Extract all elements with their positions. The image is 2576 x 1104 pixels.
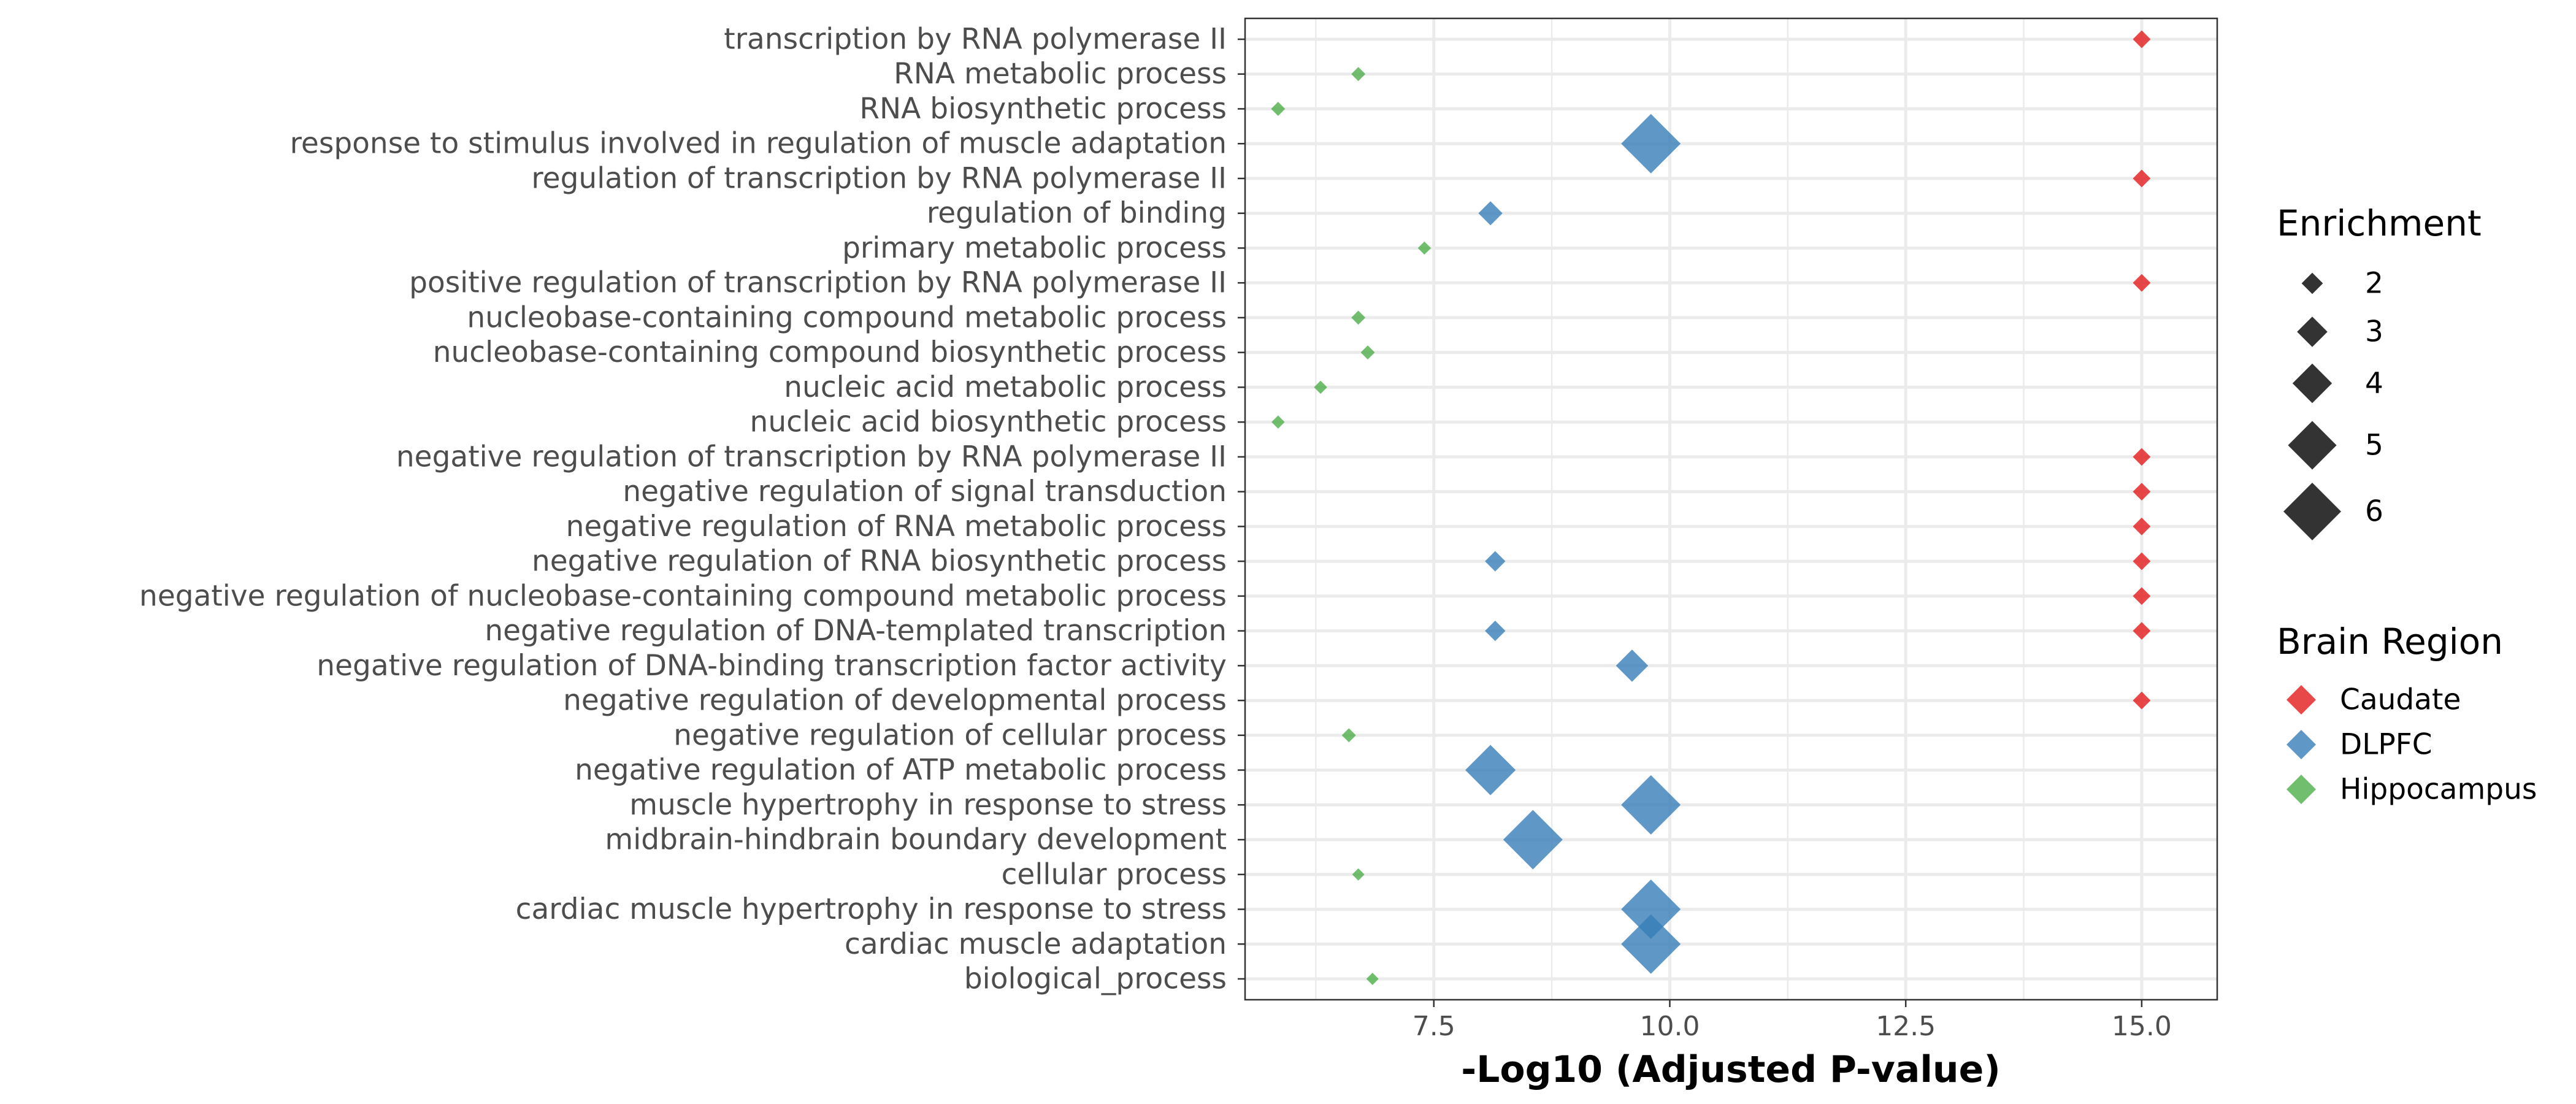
size-legend-key: [2297, 316, 2328, 347]
data-point-hippocampus: [1351, 67, 1366, 82]
data-point-dlpfc: [1621, 880, 1681, 939]
y-axis-ticks: [1238, 38, 1245, 980]
color-legend-label: DLPFC: [2340, 728, 2432, 762]
data-point-caudate: [2133, 622, 2151, 640]
data-point-caudate: [2133, 552, 2151, 570]
x-axis-title: -Log10 (Adjusted P-value): [1461, 1048, 2001, 1091]
color-legend-label: Caudate: [2340, 683, 2461, 717]
x-tick-label: 10.0: [1639, 1011, 1700, 1042]
data-point-dlpfc: [1621, 914, 1681, 974]
size-legend-key: [2292, 363, 2333, 404]
category-label: muscle hypertrophy in response to stress: [629, 788, 1227, 822]
size-legend-key: [2283, 483, 2341, 540]
size-legend-label: 6: [2365, 495, 2383, 529]
x-tick-label: 7.5: [1413, 1011, 1455, 1042]
category-label: cellular process: [1002, 857, 1227, 891]
data-point-caudate: [2133, 517, 2151, 535]
category-label: cardiac muscle adaptation: [845, 927, 1227, 961]
data-point-dlpfc: [1621, 775, 1681, 835]
size-legend-title: Enrichment: [2277, 202, 2482, 244]
size-legend-label: 5: [2365, 429, 2383, 462]
data-point-hippocampus: [1271, 102, 1286, 116]
category-label: response to stimulus involved in regulat…: [290, 127, 1227, 161]
data-point-caudate: [2133, 483, 2151, 501]
data-point-caudate: [2133, 587, 2151, 605]
color-legend-label: Hippocampus: [2340, 773, 2537, 807]
color-legend-key: [2287, 730, 2316, 759]
size-legend-label: 2: [2365, 267, 2383, 301]
category-label: regulation of transcription by RNA polym…: [531, 161, 1227, 195]
category-label: negative regulation of ATP metabolic pro…: [575, 753, 1227, 787]
category-label: negative regulation of developmental pro…: [563, 684, 1227, 718]
category-label: RNA metabolic process: [894, 57, 1227, 91]
category-gridlines: [1245, 37, 2217, 981]
color-legend-title: Brain Region: [2277, 621, 2503, 662]
category-label: cardiac muscle hypertrophy in response t…: [516, 892, 1227, 926]
data-point-hippocampus: [1352, 868, 1365, 881]
size-legend-label: 3: [2365, 315, 2383, 349]
data-point-dlpfc: [1485, 620, 1506, 642]
category-label: biological_process: [964, 962, 1227, 996]
data-point-dlpfc: [1465, 745, 1516, 795]
category-label: RNA biosynthetic process: [859, 92, 1227, 126]
major-gridlines: [1432, 18, 2144, 1000]
data-point-hippocampus: [1366, 973, 1379, 985]
color-legend: Caudate DLPFC Hippocampus: [2287, 683, 2537, 807]
size-legend: 2 3 4 5 6: [2283, 267, 2383, 540]
category-label: negative regulation of signal transducti…: [623, 475, 1227, 508]
data-point-dlpfc: [1485, 551, 1506, 572]
data-point-hippocampus: [1351, 310, 1366, 325]
data-point-dlpfc: [1478, 201, 1503, 226]
data-point-caudate: [2133, 274, 2151, 292]
category-label: nucleobase-containing compound biosynthe…: [433, 335, 1227, 369]
data-point-dlpfc: [1616, 650, 1649, 682]
data-point-caudate: [2133, 448, 2151, 466]
data-point-hippocampus: [1417, 241, 1432, 255]
category-label: positive regulation of transcription by …: [409, 266, 1227, 300]
data-point-hippocampus: [1314, 380, 1327, 394]
category-label: negative regulation of nucleobase-contai…: [139, 579, 1227, 613]
data-point-hippocampus: [1271, 415, 1285, 429]
category-label: negative regulation of DNA-binding trans…: [316, 649, 1227, 683]
plot-panel: [1245, 18, 2217, 1000]
data-points: [1271, 30, 2151, 985]
category-label: primary metabolic process: [842, 231, 1227, 265]
category-label: nucleic acid biosynthetic process: [750, 405, 1227, 439]
category-label: nucleobase-containing compound metabolic…: [467, 301, 1227, 334]
data-point-caudate: [2133, 691, 2151, 710]
category-label: nucleic acid metabolic process: [784, 370, 1227, 404]
category-label: regulation of binding: [927, 196, 1227, 230]
color-legend-key: [2287, 685, 2316, 715]
plot-border: [1244, 17, 2218, 1001]
data-point-caudate: [2133, 169, 2151, 188]
category-label: negative regulation of DNA-templated tra…: [485, 614, 1227, 648]
category-label: negative regulation of RNA metabolic pro…: [566, 510, 1227, 543]
size-legend-key: [2288, 421, 2337, 470]
category-label: negative regulation of transcription by …: [396, 440, 1227, 473]
x-axis-ticks: [1433, 1000, 2143, 1007]
data-point-caudate: [2133, 30, 2151, 48]
size-legend-label: 4: [2365, 367, 2383, 401]
x-axis-labels: 7.5 10.0 12.5 15.0: [1413, 1011, 2172, 1042]
size-legend-key: [2301, 272, 2323, 294]
data-point-hippocampus: [1360, 345, 1375, 360]
x-tick-label: 12.5: [1876, 1011, 1936, 1042]
data-point-dlpfc: [1621, 113, 1681, 174]
category-label: negative regulation of cellular process: [673, 718, 1227, 752]
data-point-hippocampus: [1341, 728, 1356, 743]
data-point-dlpfc: [1503, 810, 1563, 870]
category-label: negative regulation of RNA biosynthetic …: [532, 545, 1227, 578]
x-tick-label: 15.0: [2112, 1011, 2172, 1042]
category-label: transcription by RNA polymerase II: [724, 23, 1227, 56]
category-label: midbrain-hindbrain boundary development: [605, 823, 1227, 857]
color-legend-key: [2287, 775, 2316, 804]
